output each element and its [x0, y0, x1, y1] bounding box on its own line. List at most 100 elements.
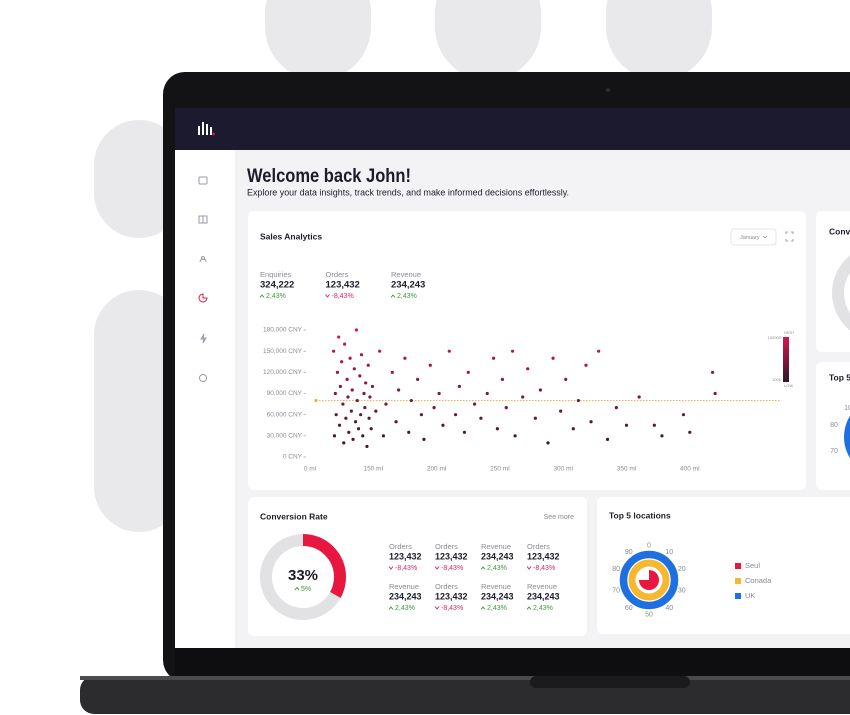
card-title: Conversion Rate — [829, 226, 850, 236]
arrow-down — [434, 566, 440, 570]
radial-ring — [619, 550, 679, 610]
stat-change: 2,43% — [533, 605, 553, 612]
see-more-link[interactable]: See more — [544, 514, 574, 521]
scatter-point — [355, 398, 359, 403]
expand-icon[interactable] — [785, 231, 794, 242]
scatter-point — [457, 384, 461, 389]
scatter-point — [374, 409, 378, 413]
scatter-point — [364, 381, 368, 385]
scatter-point — [491, 356, 496, 360]
scatter-point — [495, 427, 499, 431]
radial-sector — [639, 570, 659, 590]
arrow-down — [434, 606, 440, 610]
scatter-point — [500, 377, 505, 381]
radial-tick-label: 20 — [678, 566, 686, 573]
laptop-edge — [80, 676, 850, 680]
stat-change: 2,43% — [395, 605, 415, 612]
scatter-point — [559, 409, 563, 413]
scatter-point — [337, 423, 342, 427]
donut-change: 5% — [301, 586, 311, 593]
stat-label: Orders — [527, 542, 550, 551]
scatter-point — [361, 434, 365, 438]
stat-value: 123,432 — [435, 551, 468, 561]
scatter-point — [345, 377, 349, 381]
radial-tick-label: 30 — [678, 588, 686, 595]
stat-change: 2,43% — [487, 565, 507, 572]
nav-icon[interactable] — [198, 215, 208, 224]
scatter-point — [366, 363, 370, 367]
stat-label: Revenue — [391, 270, 421, 279]
scatter-point — [441, 423, 445, 427]
scatter-point — [513, 434, 517, 438]
arrow-down — [526, 566, 532, 570]
scatter-point — [333, 391, 337, 396]
legend-swatch — [735, 563, 741, 569]
dropdown[interactable] — [730, 228, 777, 246]
scatter-point — [510, 349, 515, 353]
colorbar-label: HIGH — [784, 330, 794, 335]
stat-label: Revenue — [389, 582, 419, 591]
nav-icon[interactable] — [199, 256, 207, 263]
y-tick-label: 60,000 CNY — [267, 411, 303, 418]
dropdown-caret[interactable] — [762, 235, 768, 239]
scatter-point — [370, 384, 375, 389]
top-nav — [175, 108, 850, 150]
scatter-point — [359, 413, 363, 417]
scatter-point — [710, 370, 715, 374]
y-tick-label: 120,000 CNY — [263, 369, 303, 376]
scatter-point — [347, 430, 351, 434]
scatter-point — [335, 370, 340, 374]
scatter-point — [351, 437, 355, 441]
stat-label: Revenue — [481, 542, 511, 551]
x-tick-label: 200 ml — [427, 466, 447, 473]
scatter-point — [359, 353, 364, 357]
scatter-point — [504, 406, 508, 410]
scatter-point — [354, 328, 359, 332]
y-tick-label: 90,000 CNY — [267, 390, 303, 397]
scatter-point — [337, 335, 341, 339]
y-tick-label: 0 CNY — [283, 454, 303, 461]
scatter-point — [526, 367, 530, 371]
scatter-point — [332, 434, 337, 438]
logo[interactable] — [198, 122, 215, 136]
scatter-point — [409, 398, 413, 403]
camera — [606, 88, 610, 92]
nav-icon[interactable] — [198, 176, 208, 185]
scatter-point — [437, 391, 441, 396]
scatter-point — [479, 416, 483, 420]
scatter-point — [605, 437, 610, 441]
nav-icon[interactable] — [198, 293, 208, 303]
scatter-point — [422, 437, 426, 441]
sidebar — [175, 150, 235, 648]
y-tick-label: 150,000 CNY — [263, 348, 303, 355]
page-title: Welcome back John! — [247, 166, 411, 187]
arrow-down — [325, 294, 330, 298]
scatter-point — [362, 391, 366, 396]
dropdown-label[interactable]: January — [740, 235, 760, 241]
y-tick-label: 30,000 CNY — [267, 433, 303, 440]
scatter-point — [369, 427, 373, 431]
nav-icon[interactable] — [200, 333, 207, 344]
scatter-point — [447, 349, 451, 353]
scatter-point — [367, 416, 371, 420]
scatter-point — [363, 406, 367, 410]
stat-value: 234,243 — [481, 591, 514, 601]
scatter-point — [358, 374, 362, 378]
x-tick-label: 400 ml — [680, 466, 700, 473]
stat-change: 2,43% — [397, 293, 417, 300]
scatter-point — [340, 360, 344, 364]
legend-swatch — [735, 593, 741, 599]
donut-partial — [832, 255, 850, 331]
stat-value: 123,432 — [326, 280, 360, 291]
ring-partial — [844, 415, 850, 459]
scatter-point — [419, 413, 424, 417]
x-tick-label: 0 ml — [304, 466, 317, 473]
nav-icon[interactable] — [199, 374, 207, 382]
stat-value: 234,243 — [391, 280, 425, 291]
arrow-up — [480, 606, 486, 610]
x-tick-label: 250 ml — [490, 466, 510, 473]
arrow-up — [526, 606, 532, 610]
ring-label: 100 — [844, 405, 850, 412]
scatter-point — [378, 349, 382, 353]
scatter-point — [538, 388, 543, 392]
